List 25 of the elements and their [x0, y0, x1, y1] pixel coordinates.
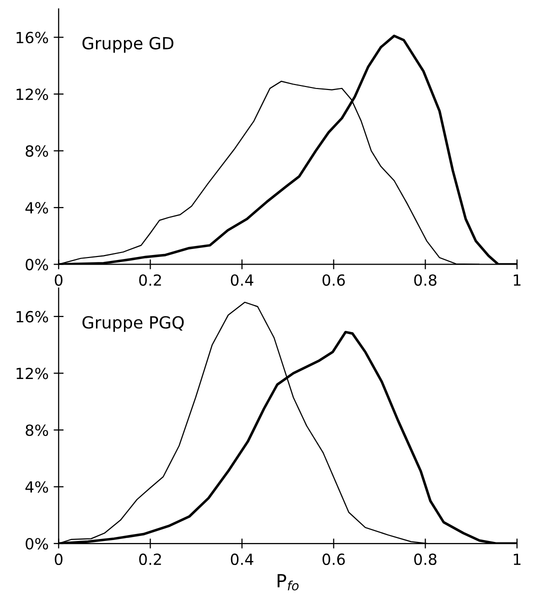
x-tick-label: 0: [54, 274, 62, 286]
y-tick-label: 16%: [16, 32, 48, 44]
x-tick-label: 0: [54, 554, 62, 566]
y-tick-label: 8%: [26, 424, 48, 436]
x-tick-label: 0.8: [414, 554, 436, 566]
x-tick-label: 0.2: [139, 554, 161, 566]
y-tick-label: 8%: [26, 145, 48, 157]
y-tick-label: 0%: [26, 258, 48, 270]
x-axis-title: P$_{fo}$: [278, 574, 299, 590]
y-tick-label: 16%: [16, 310, 48, 322]
x-tick-label: 0.4: [230, 274, 254, 286]
y-tick-label: 12%: [16, 368, 48, 380]
x-tick-label: 1: [514, 274, 520, 286]
x-tick-label: 0.6: [322, 274, 345, 286]
y-tick-label: 4%: [25, 481, 48, 493]
y-tick-label: 12%: [16, 88, 48, 100]
x-tick-label: 0.4: [230, 554, 254, 566]
annotation: Gruppe PGQ: [82, 316, 184, 332]
y-tick-label: 0%: [26, 538, 48, 550]
x-tick-label: 0.8: [414, 274, 436, 286]
y-tick-label: 4%: [25, 202, 48, 214]
x-tick-label: 1: [514, 554, 520, 565]
x-tick-label: 0.2: [139, 274, 161, 286]
annotation: Gruppe GD: [82, 36, 174, 53]
x-tick-label: 0.6: [322, 554, 345, 566]
